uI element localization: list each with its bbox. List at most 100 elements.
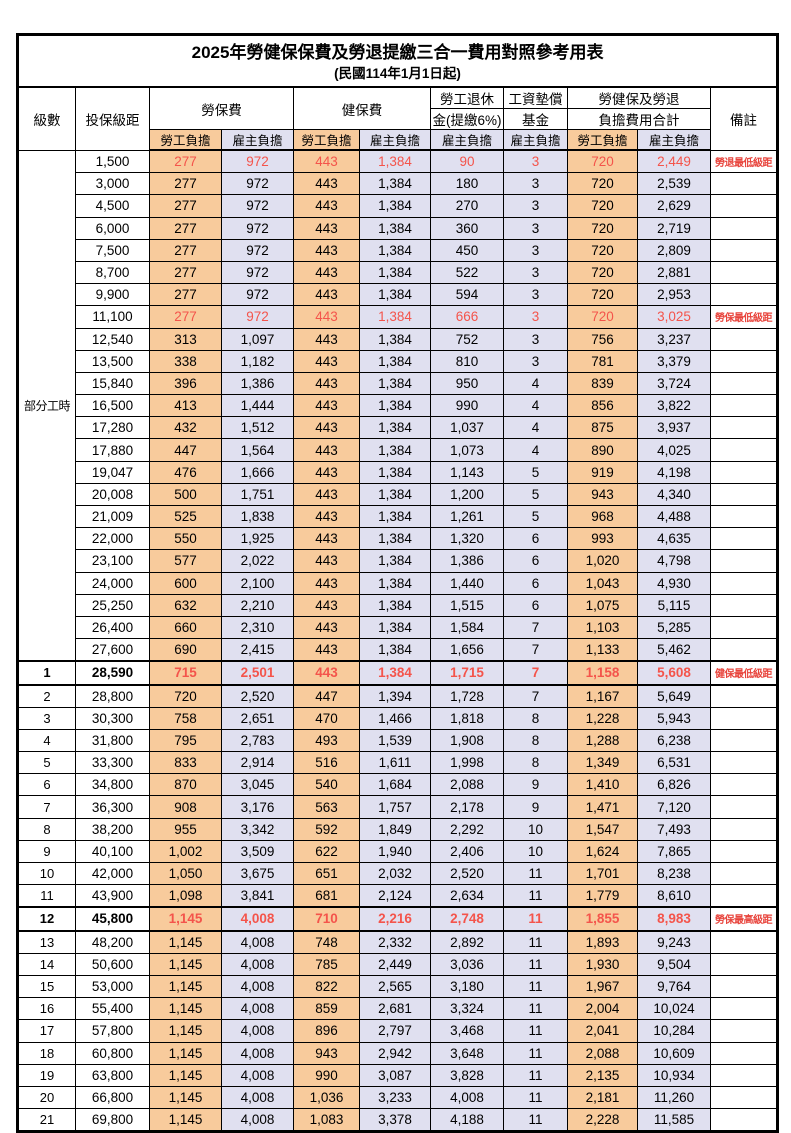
table-row: 11 43,900 1,098 3,841 681 2,124 2,634 11 1,779 8,… bbox=[17, 884, 779, 908]
labor-employee-cell: 690 bbox=[149, 638, 222, 662]
remark-cell bbox=[709, 706, 779, 730]
wage-fund-employer-cell: 3 bbox=[503, 283, 568, 307]
health-employer-cell: 2,124 bbox=[359, 884, 431, 908]
remark-cell: 勞保最低級距 bbox=[709, 305, 779, 329]
bracket-cell: 28,800 bbox=[75, 684, 150, 708]
labor-employer-cell: 2,100 bbox=[221, 571, 294, 595]
labor-employer-cell: 1,564 bbox=[221, 438, 294, 462]
remark-cell bbox=[709, 283, 779, 307]
health-employer-cell: 2,565 bbox=[359, 974, 431, 999]
bracket-cell: 30,300 bbox=[75, 706, 150, 730]
pension-employer-cell: 3,648 bbox=[430, 1041, 504, 1065]
health-employee-cell: 447 bbox=[293, 684, 360, 708]
bracket-cell: 25,250 bbox=[75, 593, 150, 617]
table-row: 20,008 500 1,751 443 1,384 1,200 5 943 4,340 bbox=[18, 482, 779, 507]
remark-cell bbox=[709, 172, 779, 196]
table-row: 11,100 277 972 443 1,384 666 3 720 3,025 勞保最低級距 bbox=[18, 305, 779, 329]
labor-employee-cell: 396 bbox=[149, 371, 222, 396]
header-health-insurance: 健保費 bbox=[293, 86, 431, 130]
bracket-cell: 40,100 bbox=[75, 839, 150, 864]
health-employee-cell: 443 bbox=[293, 260, 360, 285]
pension-employer-cell: 990 bbox=[430, 394, 504, 418]
total-employee-cell: 720 bbox=[567, 283, 638, 307]
health-employer-cell: 3,087 bbox=[359, 1063, 431, 1087]
health-employee-cell: 493 bbox=[293, 728, 360, 753]
health-employee-cell: 443 bbox=[293, 504, 360, 529]
health-employer-cell: 1,384 bbox=[359, 327, 431, 351]
wage-fund-employer-cell: 8 bbox=[503, 728, 568, 753]
pension-employer-cell: 360 bbox=[430, 216, 504, 240]
labor-employer-cell: 1,512 bbox=[221, 416, 294, 440]
wage-fund-employer-cell: 8 bbox=[503, 706, 568, 730]
table-row: 18 60,800 1,145 4,008 943 2,942 3,648 11 2,088 10… bbox=[17, 1041, 779, 1065]
table-row: 19,047 476 1,666 443 1,384 1,143 5 919 4,198 bbox=[18, 460, 779, 484]
bracket-cell: 57,800 bbox=[75, 1019, 150, 1043]
labor-employee-cell: 660 bbox=[149, 615, 222, 640]
remark-cell bbox=[709, 527, 779, 551]
health-employee-cell: 443 bbox=[293, 615, 360, 640]
table-body: 部分工時 1,500 277 972 443 1,384 90 3 720 2,449 勞退最低級距… bbox=[17, 149, 779, 1133]
health-employer-cell: 1,384 bbox=[359, 438, 431, 462]
health-employee-cell: 443 bbox=[293, 283, 360, 307]
total-employee-cell: 720 bbox=[567, 194, 638, 218]
pension-employer-cell: 2,406 bbox=[430, 839, 504, 864]
health-employee-cell: 443 bbox=[293, 238, 360, 262]
wage-fund-employer-cell: 9 bbox=[503, 795, 568, 819]
subheader-labor-employer: 雇主負擔 bbox=[221, 129, 294, 151]
bracket-cell: 6,000 bbox=[75, 216, 150, 240]
wage-fund-employer-cell: 5 bbox=[503, 460, 568, 484]
health-employer-cell: 1,757 bbox=[359, 795, 431, 819]
health-employer-cell: 2,449 bbox=[359, 952, 431, 976]
health-employee-cell: 443 bbox=[293, 482, 360, 507]
level-cell: 3 bbox=[17, 706, 76, 730]
total-employer-cell: 3,379 bbox=[637, 349, 711, 373]
wage-fund-employer-cell: 4 bbox=[503, 438, 568, 462]
total-employee-cell: 1,349 bbox=[567, 751, 638, 775]
remark-cell: 健保最低級距 bbox=[709, 660, 779, 686]
labor-employer-cell: 972 bbox=[221, 283, 294, 307]
total-employee-cell: 839 bbox=[567, 371, 638, 396]
wage-fund-employer-cell: 10 bbox=[503, 817, 568, 841]
subheader-health-employer: 雇主負擔 bbox=[359, 129, 431, 151]
total-employee-cell: 1,471 bbox=[567, 795, 638, 819]
health-employer-cell: 3,378 bbox=[359, 1108, 431, 1133]
level-cell: 6 bbox=[17, 773, 76, 797]
pension-employer-cell: 2,748 bbox=[430, 906, 504, 932]
bracket-cell: 38,200 bbox=[75, 817, 150, 841]
health-employee-cell: 443 bbox=[293, 305, 360, 329]
total-employer-cell: 2,881 bbox=[637, 260, 711, 285]
labor-employee-cell: 870 bbox=[149, 773, 222, 797]
labor-employee-cell: 277 bbox=[149, 305, 222, 329]
labor-employer-cell: 1,182 bbox=[221, 349, 294, 373]
pension-employer-cell: 2,634 bbox=[430, 884, 504, 908]
health-employer-cell: 2,797 bbox=[359, 1019, 431, 1043]
health-employer-cell: 3,233 bbox=[359, 1085, 431, 1110]
wage-fund-employer-cell: 6 bbox=[503, 593, 568, 617]
labor-employer-cell: 3,176 bbox=[221, 795, 294, 819]
labor-employee-cell: 795 bbox=[149, 728, 222, 753]
labor-employer-cell: 4,008 bbox=[221, 952, 294, 976]
header-row-2: 金(提繳6%) 基金 負擔費用合計 bbox=[18, 108, 778, 130]
labor-employer-cell: 972 bbox=[221, 238, 294, 262]
pension-employer-cell: 3,468 bbox=[430, 1019, 504, 1043]
total-employer-cell: 2,953 bbox=[637, 283, 711, 307]
total-employee-cell: 1,043 bbox=[567, 571, 638, 595]
pension-employer-cell: 4,008 bbox=[430, 1085, 504, 1110]
labor-employee-cell: 1,145 bbox=[149, 1041, 222, 1065]
total-employer-cell: 5,943 bbox=[637, 706, 711, 730]
health-employee-cell: 443 bbox=[293, 638, 360, 662]
table-row: 14 50,600 1,145 4,008 785 2,449 3,036 11 1,930 9,… bbox=[17, 952, 779, 976]
table-row: 16 55,400 1,145 4,008 859 2,681 3,324 11 2,004 10… bbox=[17, 997, 779, 1021]
level-cell: 16 bbox=[17, 997, 76, 1021]
table-row: 6 34,800 870 3,045 540 1,684 2,088 9 1,410 6,826 bbox=[17, 773, 779, 797]
wage-fund-employer-cell: 10 bbox=[503, 839, 568, 864]
wage-fund-employer-cell: 6 bbox=[503, 527, 568, 551]
bracket-cell: 48,200 bbox=[75, 930, 150, 954]
labor-employer-cell: 2,310 bbox=[221, 615, 294, 640]
total-employee-cell: 1,167 bbox=[567, 684, 638, 708]
health-employee-cell: 443 bbox=[293, 460, 360, 484]
remark-cell bbox=[709, 504, 779, 529]
remark-cell bbox=[709, 1108, 779, 1133]
labor-employee-cell: 632 bbox=[149, 593, 222, 617]
